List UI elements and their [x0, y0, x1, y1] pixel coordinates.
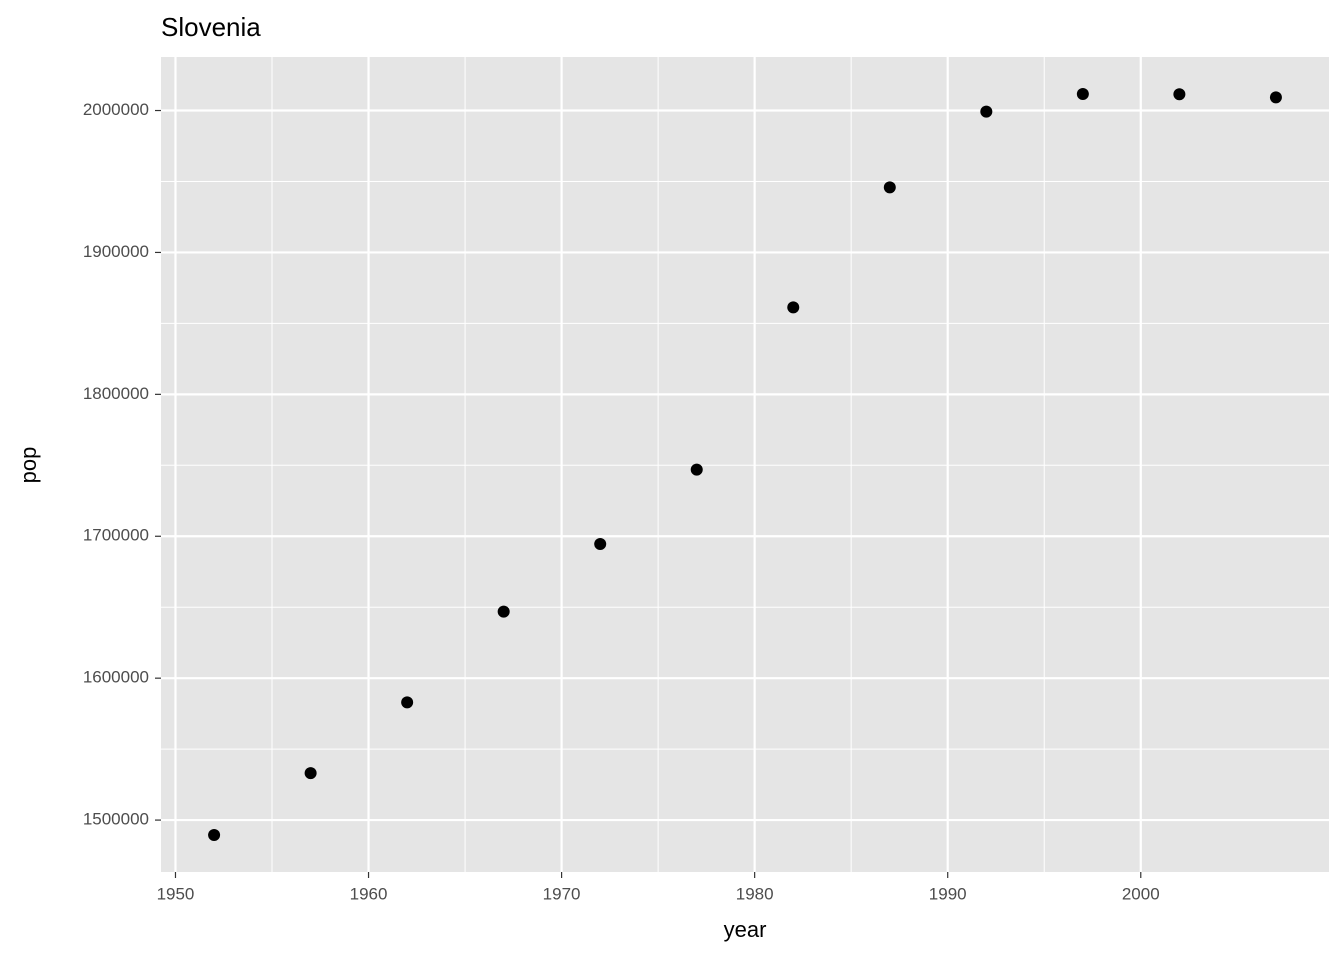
y-tick-label: 2000000 — [83, 100, 149, 119]
y-tick-label: 1900000 — [83, 242, 149, 261]
point — [787, 301, 800, 314]
x-tick-label: 1970 — [543, 884, 581, 903]
point — [1269, 91, 1282, 104]
y-tick-label: 1700000 — [83, 526, 149, 545]
point — [497, 605, 510, 618]
x-tick-label: 1990 — [929, 884, 967, 903]
y-tick-label: 1800000 — [83, 384, 149, 403]
point — [1173, 88, 1186, 101]
x-tick-label: 1960 — [350, 884, 388, 903]
x-tick-label: 1950 — [157, 884, 195, 903]
plot-panel — [161, 57, 1329, 872]
point — [883, 181, 896, 194]
chart-title: Slovenia — [161, 12, 261, 42]
y-tick-label: 1600000 — [83, 668, 149, 687]
y-tick-label: 1500000 — [83, 810, 149, 829]
point — [304, 767, 317, 780]
point — [980, 105, 993, 118]
x-tick-label: 1980 — [736, 884, 774, 903]
y-axis-title: pop — [16, 447, 41, 484]
point — [594, 538, 607, 551]
point — [1076, 88, 1089, 101]
x-tick-label: 2000 — [1122, 884, 1160, 903]
point — [401, 696, 414, 709]
point — [690, 463, 703, 476]
point — [208, 828, 221, 841]
x-axis-title: year — [724, 917, 767, 942]
